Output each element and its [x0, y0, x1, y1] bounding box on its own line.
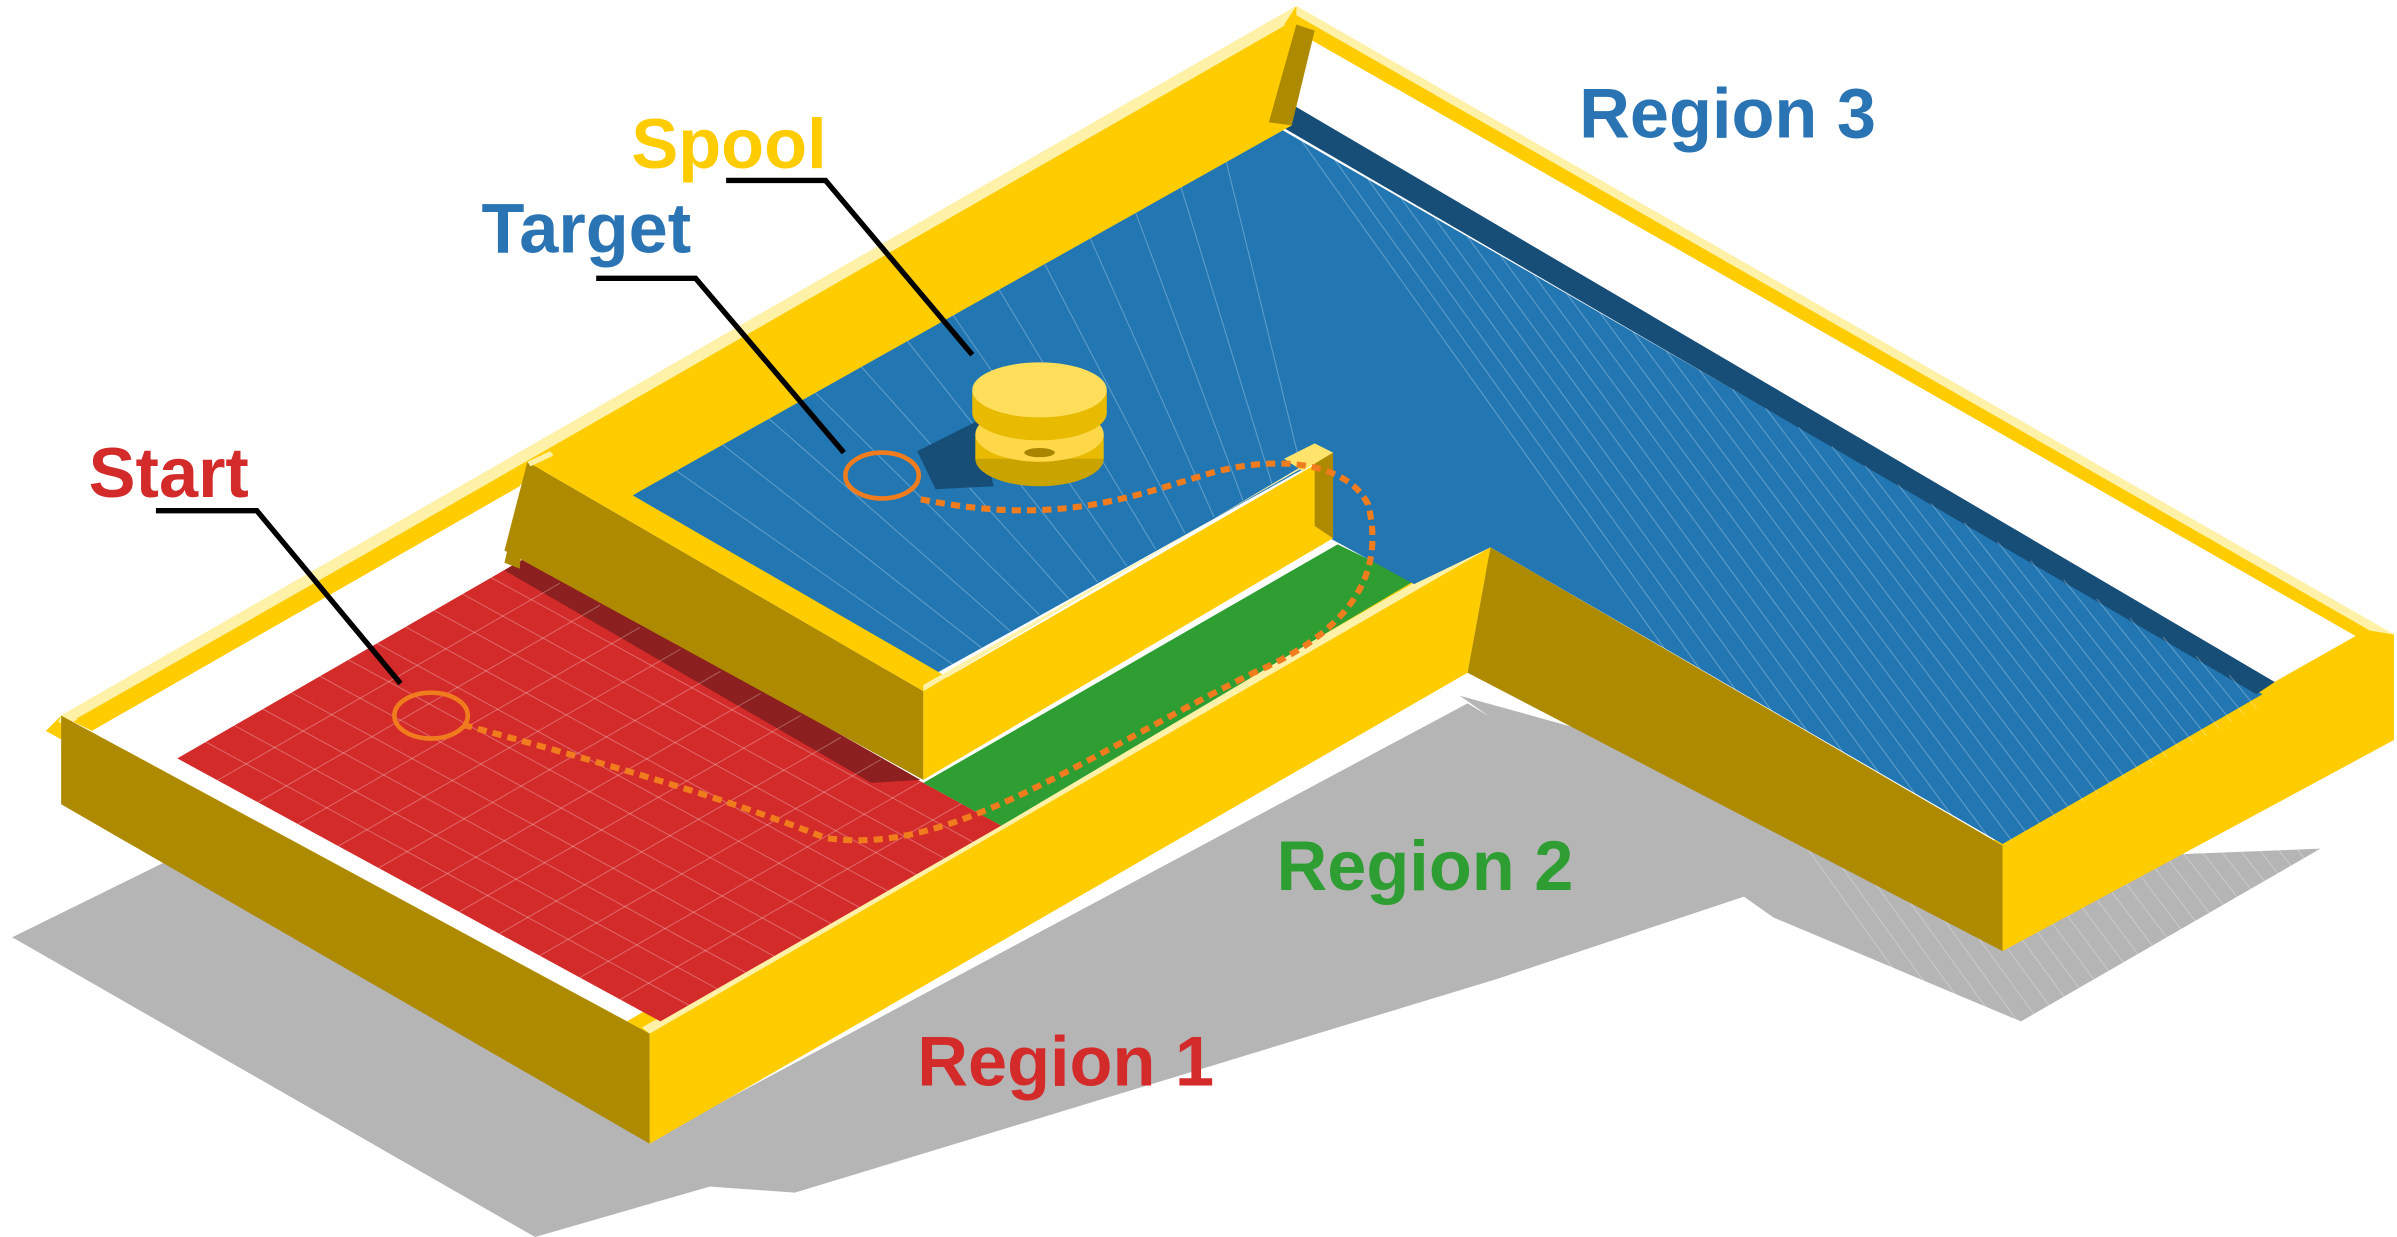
start-leader [155, 508, 403, 686]
grid-line [1798, 426, 2349, 1150]
grid-line [720, 443, 982, 649]
outer-wall-inner-faces [76, 24, 1315, 731]
region-3-floor [629, 122, 2263, 845]
grid-line [2063, 579, 2397, 1000]
grid-line [1334, 160, 1948, 1014]
grid-line [348, 659, 832, 925]
grid-line [1177, 175, 1273, 484]
start-label: Start [89, 433, 249, 512]
grid-line [1765, 407, 2321, 1140]
grid-line [1599, 312, 2177, 1092]
grid-line [1632, 331, 2206, 1101]
grid-line [319, 675, 803, 941]
floor [177, 107, 2275, 1022]
grid-line [490, 577, 974, 843]
grid-line [1301, 141, 1919, 1004]
grid-line [1665, 350, 2235, 1111]
region-2-label: Region 2 [1276, 826, 1573, 905]
leader-lines [155, 177, 975, 686]
spool-label: Spool [631, 104, 826, 183]
grid-line [539, 759, 882, 957]
grid-line [1085, 229, 1215, 517]
grid-line [1997, 541, 2397, 1051]
path [392, 450, 1376, 844]
region-1-floor [177, 561, 1002, 1022]
region-1-label: Region 1 [917, 1022, 1214, 1101]
grid-line [418, 692, 761, 891]
grid-line [1222, 148, 1302, 468]
grid-line [1040, 255, 1186, 534]
spool-leader [726, 177, 975, 357]
grid-line [1698, 369, 2263, 1121]
wall-front-faces [61, 547, 2394, 1144]
grid-line [291, 692, 775, 957]
target-leader [596, 275, 846, 455]
region-3-label: Region 3 [1579, 74, 1876, 153]
grid-line [2030, 560, 2397, 1025]
grid-line [2096, 598, 2397, 975]
grid-line [766, 416, 1011, 632]
grid-line [462, 593, 945, 859]
grid-line [338, 648, 681, 847]
grid-line [579, 781, 922, 979]
grid-line [458, 715, 801, 913]
grid-line [234, 725, 718, 990]
spool [917, 362, 1107, 490]
grid-line [1566, 293, 2149, 1082]
grid-line [499, 737, 842, 935]
grid-line [376, 642, 860, 908]
target-label: Target [482, 188, 692, 267]
grid-line [257, 604, 601, 803]
grid-line [217, 582, 561, 781]
grid-line [378, 670, 721, 869]
start-marker [392, 690, 471, 741]
grid-line [1963, 522, 2397, 1077]
grid-line [1732, 388, 2292, 1130]
target-marker [843, 450, 922, 501]
grid-line [262, 708, 746, 973]
region-2-floor [923, 544, 1415, 826]
grid-line [2129, 617, 2397, 951]
grid-line [1131, 202, 1244, 501]
grid-line [675, 469, 953, 665]
grid-line [405, 626, 888, 892]
floor-grid [205, 141, 2397, 1159]
grid-line [205, 741, 690, 1006]
grid-line [433, 610, 917, 876]
